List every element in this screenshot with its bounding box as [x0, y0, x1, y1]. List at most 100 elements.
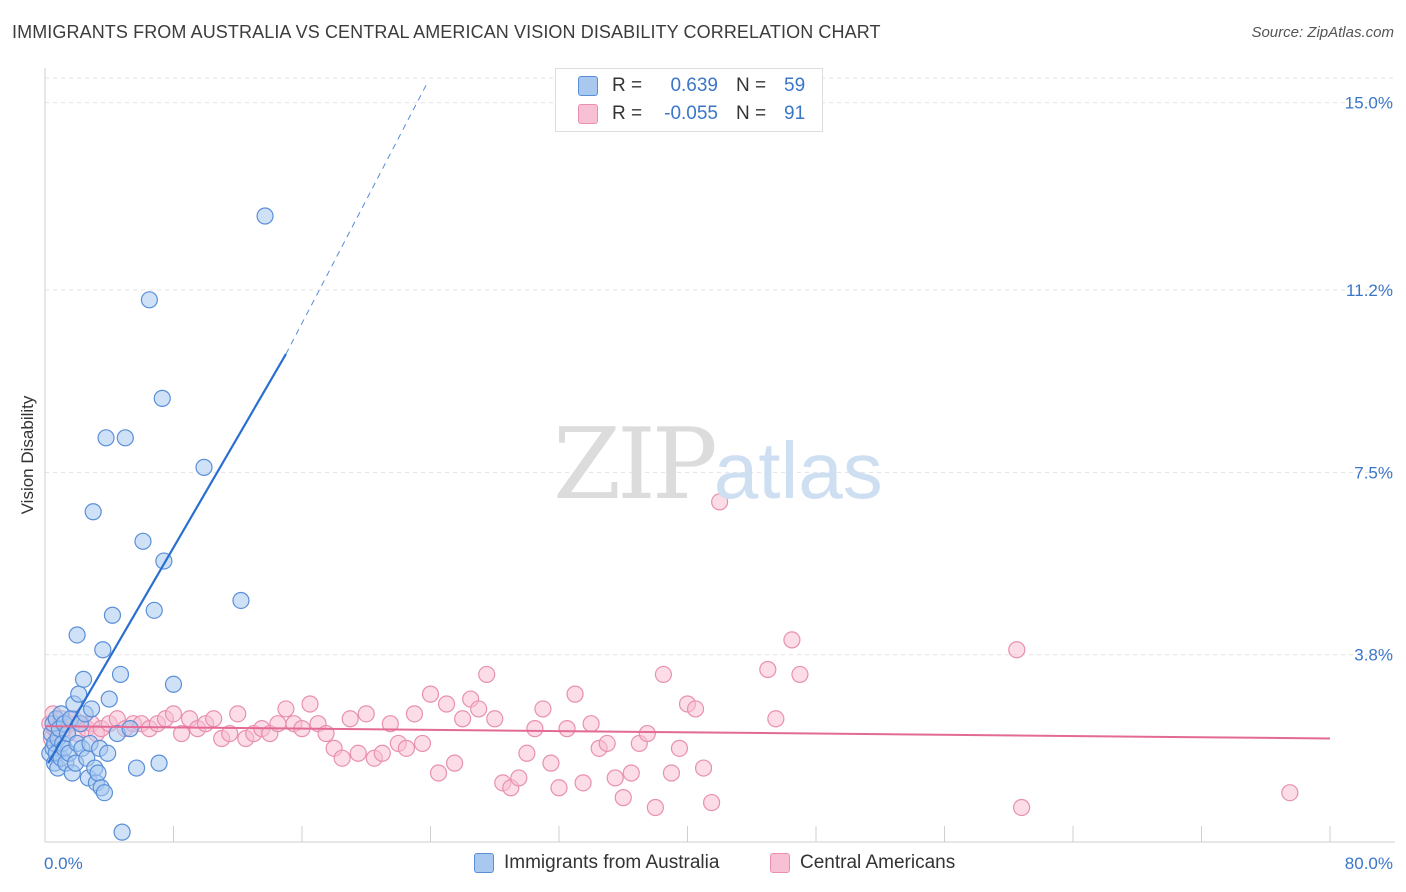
legend-label-australia: Immigrants from Australia [504, 852, 720, 873]
legend-item-central-americans[interactable]: Central Americans [770, 852, 955, 874]
legend-n-value: 59 [784, 75, 806, 96]
trend-lines [44, 82, 1331, 764]
australia-point [113, 823, 131, 841]
central-americans-point [759, 660, 777, 679]
central-americans-point [164, 705, 183, 723]
x-tick-label: 0.0% [44, 854, 83, 873]
legend-swatch-blue [474, 853, 494, 873]
central-americans-point [1281, 784, 1299, 802]
australia-point [103, 606, 122, 624]
legend-r-label: R = [612, 75, 643, 96]
central-americans-point [542, 754, 560, 772]
australia-point [127, 759, 146, 777]
legend-row-central-americans: R = -0.055 N = 91 [578, 101, 805, 127]
legend-r-label: R = [612, 103, 643, 124]
y-tick-label: 11.2% [1346, 281, 1393, 300]
legend-r-value: -0.055 [664, 103, 718, 124]
central-americans-point [638, 724, 656, 743]
legend-row-australia: R = 0.639 N = 59 [578, 73, 805, 99]
australia-point [140, 291, 159, 309]
y-tick-label: 7.5% [1354, 463, 1393, 482]
central-americans-point [486, 710, 504, 728]
central-americans-point [1008, 641, 1026, 659]
australia-point [100, 690, 118, 708]
watermark: ZIPatlas [553, 408, 883, 522]
australia-point [195, 458, 213, 476]
watermark-zip: ZIP [553, 408, 718, 522]
australia-point [97, 429, 115, 447]
legend-n-value: 91 [784, 103, 806, 124]
australia-point [145, 601, 163, 619]
central-americans-point [454, 710, 472, 728]
australia-points [41, 207, 274, 841]
series-legend: Immigrants from Australia Central Americ… [0, 852, 1406, 876]
central-americans-point [614, 789, 632, 807]
central-americans-point [221, 724, 239, 743]
central-americans-point [1012, 798, 1031, 817]
source-label: Source: ZipAtlas.com [1251, 24, 1394, 41]
central-americans-point [574, 774, 592, 792]
central-americans-point [470, 700, 488, 718]
central-americans-point [646, 798, 664, 817]
central-americans-point [333, 749, 351, 767]
australia-point [150, 754, 168, 772]
australia-point [164, 675, 183, 693]
central-americans-point [421, 685, 440, 703]
chart-title: IMMIGRANTS FROM AUSTRALIA VS CENTRAL AME… [12, 22, 881, 42]
australia-trend-line [47, 353, 287, 764]
central-americans-point [622, 764, 640, 782]
central-americans-point [510, 769, 528, 787]
central-americans-point [437, 695, 456, 713]
central-americans-point [566, 685, 584, 703]
australia-point [68, 626, 86, 644]
central-americans-point [478, 665, 496, 684]
central-americans-point [413, 734, 432, 753]
tick-labels: 3.8% 7.5% 11.2% 15.0% 0.0% 80.0% [44, 94, 1393, 873]
y-axis-label: Vision Disability [18, 395, 37, 515]
central-americans-point [349, 744, 367, 762]
legend-n-label: N = [736, 103, 767, 124]
central-americans-point [606, 769, 624, 787]
central-americans-point [172, 724, 191, 743]
x-tick-label: 80.0% [1345, 854, 1393, 873]
australia-point [116, 429, 134, 447]
central-americans-point [357, 705, 375, 723]
australia-point [89, 764, 107, 782]
watermark-atlas: atlas [713, 426, 883, 515]
australia-point [99, 744, 117, 762]
australia-point [111, 665, 130, 684]
legend-swatch-blue [578, 76, 598, 96]
legend-n-label: N = [736, 75, 767, 96]
australia-point [121, 720, 139, 738]
central-americans-point [341, 710, 359, 728]
central-americans-point [550, 779, 568, 797]
central-americans-point [229, 705, 247, 723]
central-americans-point [429, 764, 448, 782]
central-americans-point [526, 720, 544, 738]
central-americans-point [654, 665, 673, 684]
australia-point [232, 591, 250, 610]
legend-r-value: 0.639 [670, 75, 718, 96]
australia-point [134, 532, 152, 550]
central-americans-point [405, 705, 424, 723]
central-americans-point [558, 720, 576, 738]
central-americans-point [662, 764, 681, 782]
central-americans-point [702, 793, 721, 812]
australia-point [74, 670, 93, 688]
central-americans-point [783, 631, 801, 649]
central-americans-point [711, 493, 729, 511]
central-americans-point [381, 715, 399, 733]
central-americans-point [582, 715, 600, 733]
central-americans-point [598, 734, 616, 753]
central-americans-point [670, 739, 689, 757]
australia-point [153, 389, 171, 407]
central-americans-point [445, 754, 464, 772]
central-americans-point [767, 710, 785, 728]
y-tick-label: 15.0% [1345, 94, 1393, 113]
central-americans-point [534, 700, 552, 718]
central-americans-point [301, 695, 319, 713]
legend-swatch-pink [770, 853, 790, 873]
central-americans-point [518, 744, 536, 762]
legend-item-australia[interactable]: Immigrants from Australia [474, 852, 719, 874]
central-americans-points [41, 493, 1299, 817]
